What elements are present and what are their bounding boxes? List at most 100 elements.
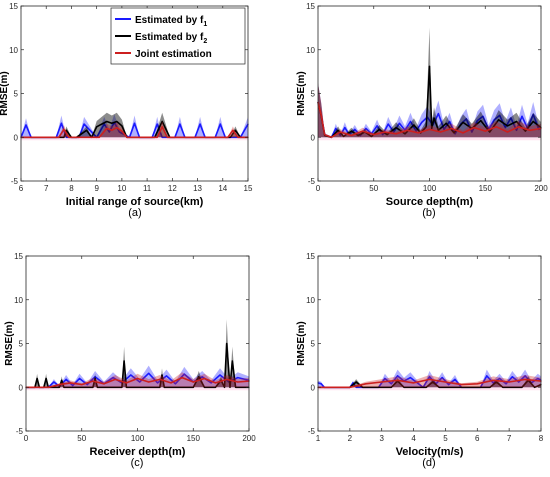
x-tick-label: 6 (19, 184, 24, 193)
data-point-f2 (390, 386, 392, 388)
data-point-f2 (350, 130, 352, 132)
data-point-f2 (58, 386, 61, 388)
data-point-f2 (368, 386, 370, 388)
x-tick-label: 1 (316, 434, 321, 443)
data-point-joint (365, 383, 367, 385)
y-tick-label: 10 (9, 46, 18, 55)
y-tick-label: 0 (14, 133, 19, 142)
y-tick-label: 5 (14, 90, 19, 99)
x-tick-label: 7 (44, 184, 49, 193)
data-point-f1 (139, 381, 141, 383)
data-point-joint (324, 134, 326, 136)
y-tick-label: 0 (19, 383, 24, 392)
y-axis-label: RMSE(m) (4, 321, 15, 365)
data-point-joint (413, 382, 415, 384)
legend-entry-f1: Estimated by f1 (135, 15, 207, 28)
data-point-joint (136, 377, 139, 380)
data-point-f2 (355, 381, 357, 383)
data-point-f1 (78, 377, 81, 380)
series-joint (317, 375, 542, 389)
data-point-f2 (125, 386, 127, 388)
data-point-f2 (45, 377, 47, 380)
data-point-f1 (199, 123, 201, 125)
data-point-joint (444, 381, 446, 383)
zero-band (318, 137, 541, 141)
data-point-joint (373, 134, 375, 136)
data-point-f2 (36, 377, 38, 380)
data-point-joint (330, 136, 332, 138)
data-point-f1 (352, 382, 354, 384)
data-point-f1 (86, 384, 88, 386)
y-tick-label: 15 (14, 252, 23, 261)
data-point-f1 (365, 127, 367, 130)
data-point-joint (68, 136, 70, 138)
data-point-f2 (506, 125, 509, 127)
data-point-f1 (384, 377, 386, 380)
data-point-joint (159, 378, 161, 380)
y-tick-label: 10 (306, 46, 315, 55)
data-point-f2 (337, 129, 339, 131)
data-point-f2 (343, 135, 345, 137)
data-point-joint (524, 378, 526, 380)
y-tick-label: -5 (308, 427, 316, 436)
data-point-f1 (415, 130, 417, 132)
y-axis-label: RMSE(m) (296, 71, 307, 115)
data-point-joint (232, 129, 234, 131)
data-point-f1 (448, 384, 450, 386)
x-tick-label: 14 (218, 184, 227, 193)
series-band-f1 (318, 83, 541, 138)
data-point-f1 (492, 382, 494, 384)
data-point-f1 (518, 381, 520, 383)
data-point-joint (126, 136, 128, 138)
data-point-f2 (524, 130, 527, 132)
data-point-joint (495, 126, 497, 128)
y-tick-label: -5 (308, 177, 316, 186)
data-point-f2 (521, 386, 523, 388)
data-point-joint (226, 378, 228, 380)
data-point-f2 (462, 121, 464, 123)
data-point-joint (116, 127, 118, 129)
data-point-f1 (493, 119, 495, 121)
data-point-f1 (83, 123, 85, 125)
x-tick-label: 50 (369, 184, 378, 193)
x-tick-label: 12 (168, 184, 177, 193)
data-point-f2 (63, 386, 65, 388)
data-point-f2 (370, 135, 373, 137)
series-band-joint (26, 372, 249, 388)
data-point-joint (114, 378, 116, 380)
zero-band (318, 387, 541, 391)
data-point-f2 (231, 360, 233, 362)
data-point-f1 (504, 127, 506, 129)
data-point-f2 (438, 386, 440, 388)
data-point-f1 (219, 374, 221, 376)
data-point-f2 (214, 386, 217, 388)
data-point-f1 (118, 131, 120, 133)
data-point-f1 (449, 120, 451, 123)
series-line-f2 (318, 379, 542, 389)
data-point-joint (462, 132, 464, 134)
data-point-joint (350, 134, 352, 137)
data-point-f1 (510, 117, 512, 119)
y-tick-label: 5 (19, 340, 24, 349)
data-point-f2 (495, 381, 497, 383)
panel-caption: (c) (131, 457, 144, 469)
data-point-f1 (397, 375, 399, 377)
y-tick-label: 10 (14, 296, 23, 305)
data-point-f2 (111, 122, 113, 124)
data-point-joint (70, 382, 72, 384)
data-point-f1 (409, 377, 411, 379)
data-point-f2 (445, 122, 447, 124)
data-point-f1 (532, 113, 534, 116)
data-point-f2 (203, 386, 205, 388)
data-point-f1 (72, 384, 74, 387)
data-point-joint (170, 382, 172, 384)
data-point-f1 (60, 122, 63, 124)
data-point-joint (237, 136, 239, 138)
data-point-f2 (235, 386, 237, 388)
y-tick-label: 15 (306, 252, 315, 261)
series-f2 (317, 376, 542, 389)
panel-caption: (a) (128, 207, 141, 219)
data-point-f1 (382, 134, 384, 136)
